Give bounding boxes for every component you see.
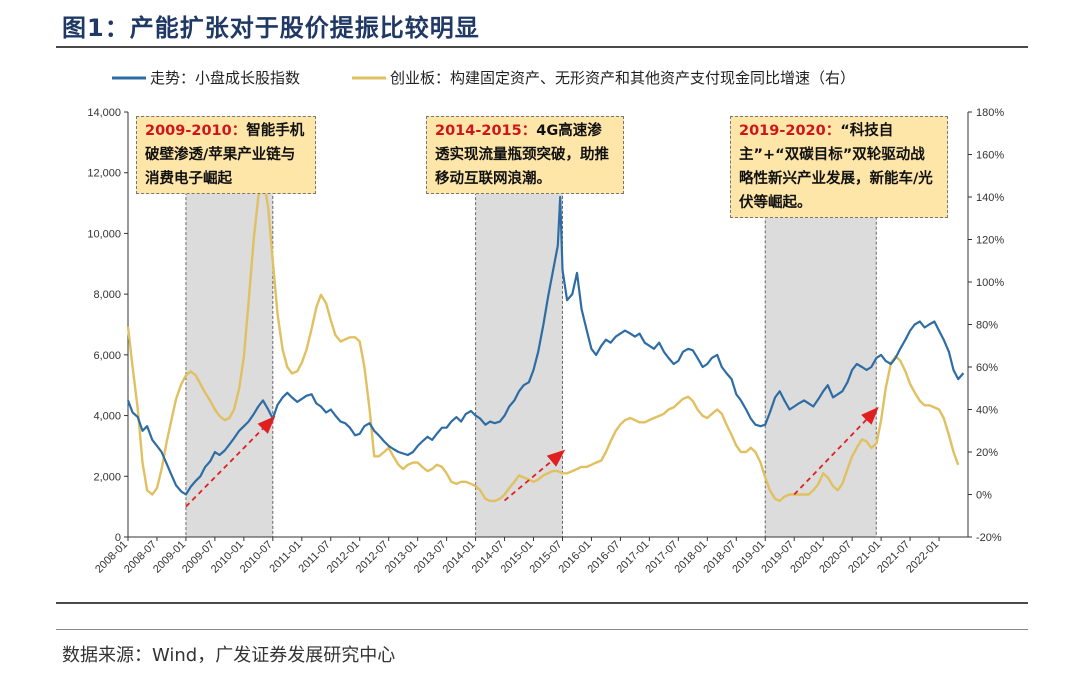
right-tick-label: 160%	[976, 150, 1004, 162]
right-tick-label: 80%	[976, 320, 998, 332]
right-tick-label: -20%	[976, 532, 1002, 544]
series-line-chinext-capex-growth	[126, 174, 960, 503]
trend-arrow-1	[503, 449, 566, 502]
annotation-text: “科技自主”+“双碳目标”双轮驱动战略性新兴产业发展，新能车/光伏等崛起。	[739, 123, 933, 211]
annotation-text: 智能手机破壁渗透/苹果产业链与消费电子崛起	[145, 123, 305, 187]
x-tick-label: 2022-01	[904, 539, 941, 576]
right-tick-label: 140%	[976, 192, 1004, 204]
annotation-2014-2015: 2014-2015：4G高速渗透实现流量瓶颈突破，助推移动互联网浪潮。	[426, 116, 624, 194]
right-tick-label: 0%	[976, 490, 992, 502]
source-note: 数据来源：Wind，广发证券发展研究中心	[62, 645, 396, 666]
legend-label-index: 走势：小盘成长股指数	[150, 69, 300, 87]
left-tick-label: 0	[115, 532, 121, 544]
annotation-period: 2009-2010：	[145, 123, 247, 139]
left-tick-label: 14,000	[87, 107, 121, 119]
shaded-period-1	[475, 172, 563, 538]
shaded-period-2	[764, 172, 877, 538]
right-tick-label: 20%	[976, 447, 998, 459]
left-tick-label: 2,000	[93, 471, 121, 483]
annotation-2009-2010: 2009-2010：智能手机破壁渗透/苹果产业链与消费电子崛起	[136, 116, 316, 194]
shaded-period-0	[185, 172, 274, 538]
right-tick-label: 40%	[976, 405, 998, 417]
left-tick-label: 6,000	[93, 350, 121, 362]
chart-bottom-rule	[56, 602, 1028, 604]
right-tick-label: 60%	[976, 362, 998, 374]
series-line-small-cap-growth-index	[126, 195, 965, 496]
trend-arrow-0	[185, 416, 276, 508]
trend-arrow-2	[793, 406, 879, 496]
annotation-text: 4G高速渗透实现流量瓶颈突破，助推移动互联网浪潮。	[435, 123, 609, 187]
x-tick-label: 2010-07	[238, 539, 275, 576]
trend-arrows	[185, 406, 879, 508]
left-tick-label: 8,000	[93, 289, 121, 301]
left-tick-label: 10,000	[87, 228, 121, 240]
right-tick-label: 120%	[976, 235, 1004, 247]
right-tick-label: 180%	[976, 107, 1004, 119]
left-tick-label: 12,000	[87, 168, 121, 180]
annotation-period: 2019-2020：	[739, 123, 841, 139]
figure-title: 图1：产能扩张对于股价提振比较明显	[62, 14, 480, 42]
source-rule	[56, 629, 1028, 630]
left-tick-label: 4,000	[93, 411, 121, 423]
annotation-2019-2020: 2019-2020：“科技自主”+“双碳目标”双轮驱动战略性新兴产业发展，新能车…	[730, 116, 948, 218]
legend-label-capex: 创业板：构建固定资产、无形资产和其他资产支付现金同比增速（右）	[390, 69, 855, 87]
title-rule	[56, 46, 1028, 48]
series-lines	[126, 174, 965, 503]
chart: 0 2,000 4,000 6,000 8,000 10,000 12,000 14,000 -…	[87, 69, 1004, 576]
right-tick-label: 100%	[976, 277, 1004, 289]
annotation-period: 2014-2015：	[435, 123, 537, 139]
legend: 走势：小盘成长股指数 创业板：构建固定资产、无形资产和其他资产支付现金同比增速（…	[112, 69, 855, 87]
shaded-periods	[185, 172, 877, 538]
